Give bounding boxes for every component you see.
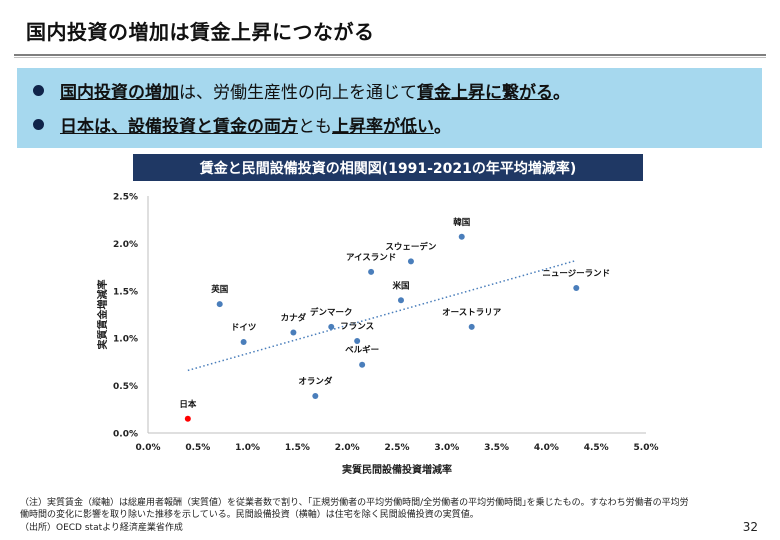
summary-bullet-1: 国内投資の増加 は、労働生産性の向上を通じて 賃金上昇に繋がる 。 — [33, 78, 570, 103]
x-tick-label: 4.5% — [584, 443, 609, 453]
page-number: 32 — [742, 520, 758, 534]
y-tick-label: 2.0% — [113, 240, 138, 250]
x-tick-label: 0.0% — [136, 443, 161, 453]
data-point — [407, 258, 414, 265]
bullet2-emphasis-2: 上昇率が低い — [332, 117, 434, 137]
data-point — [184, 415, 191, 422]
x-tick-label: 3.0% — [434, 443, 459, 453]
data-point — [328, 323, 335, 330]
bullet-dot-icon — [33, 119, 44, 130]
data-point — [240, 338, 247, 345]
summary-box: 国内投資の増加 は、労働生産性の向上を通じて 賃金上昇に繋がる 。 日本は、設備… — [17, 68, 762, 148]
x-tick-label: 1.5% — [285, 443, 310, 453]
data-point — [312, 393, 319, 400]
y-tick-label: 2.5% — [113, 193, 138, 203]
data-point — [468, 323, 475, 330]
trend-line — [187, 259, 577, 372]
data-label: 英国 — [210, 284, 228, 295]
data-label: カナダ — [281, 313, 307, 324]
data-label: スウェーデン — [385, 241, 437, 252]
x-tick-label: 4.0% — [534, 443, 559, 453]
y-tick-label: 0.5% — [113, 382, 138, 392]
x-tick-label: 1.0% — [235, 443, 260, 453]
bullet1-emphasis-2: 賃金上昇に繋がる — [417, 83, 553, 103]
y-tick-label: 1.0% — [113, 335, 138, 345]
data-label: ニュージーランド — [542, 269, 610, 279]
bullet2-emphasis-1: 日本は、設備投資と賃金の両方 — [60, 117, 298, 137]
x-tick-label: 0.5% — [185, 443, 210, 453]
data-point — [458, 233, 465, 240]
x-tick-label: 2.5% — [385, 443, 410, 453]
data-point — [397, 297, 404, 304]
y-axis-label: 実質賃金増減率 — [96, 280, 109, 350]
y-tick-label: 1.5% — [113, 287, 138, 297]
x-axis-label: 実質民間設備投資増減率 — [342, 463, 452, 476]
source-note: （出所）OECD statより経済産業省作成 — [20, 523, 183, 533]
footnote-line-2: 働時間の変化に影響を取り除いた推移を示している。民間設備投資（横軸）は住宅を除く… — [20, 510, 479, 520]
x-tick-label: 2.0% — [335, 443, 360, 453]
summary-bullet-2: 日本は、設備投資と賃金の両方 とも 上昇率が低い 。 — [33, 112, 451, 137]
bullet2-text-2: 。 — [434, 117, 451, 137]
data-label: オーストラリア — [442, 308, 502, 318]
x-tick-label: 5.0% — [634, 443, 659, 453]
data-point — [290, 329, 297, 336]
footnote-line-1: （注）実質賃金（縦軸）は総雇用者報酬（実質値）を従業者数で割り、｢正規労働者の平… — [20, 498, 689, 508]
title-divider-thin — [14, 57, 766, 58]
data-point — [368, 268, 375, 275]
data-label: ドイツ — [231, 323, 257, 333]
slide-title: 国内投資の増加は賃金上昇につながる — [26, 20, 375, 44]
data-point — [216, 301, 223, 308]
x-tick-label: 3.5% — [484, 443, 509, 453]
data-label: デンマーク — [310, 307, 353, 318]
data-label: 韓国 — [453, 217, 470, 228]
data-label: 米国 — [392, 280, 409, 291]
data-point — [573, 284, 580, 291]
bullet2-text-1: とも — [298, 117, 332, 137]
data-label: オランダ — [298, 376, 333, 387]
title-divider — [14, 54, 766, 56]
y-tick-label: 0.0% — [113, 430, 138, 440]
bullet1-text-1: は、労働生産性の向上を通じて — [179, 83, 417, 103]
chart-title: 賃金と民間設備投資の相関図(1991-2021の年平均増減率) — [133, 154, 643, 181]
data-label: 日本 — [179, 399, 197, 410]
data-point — [354, 338, 361, 345]
data-label: ベルギー — [345, 345, 379, 356]
data-point — [359, 361, 366, 368]
bullet-dot-icon — [33, 85, 44, 96]
data-label: アイスランド — [346, 253, 396, 263]
bullet1-text-2: 。 — [553, 83, 570, 103]
scatter-chart: 0.0% 0.5% 1.0% 1.5% 2.0% 2.5% 0.0% 0.5% 1.0% 1.5%… — [96, 193, 659, 477]
bullet1-emphasis-1: 国内投資の増加 — [60, 83, 179, 103]
data-label: フランス — [340, 322, 374, 332]
